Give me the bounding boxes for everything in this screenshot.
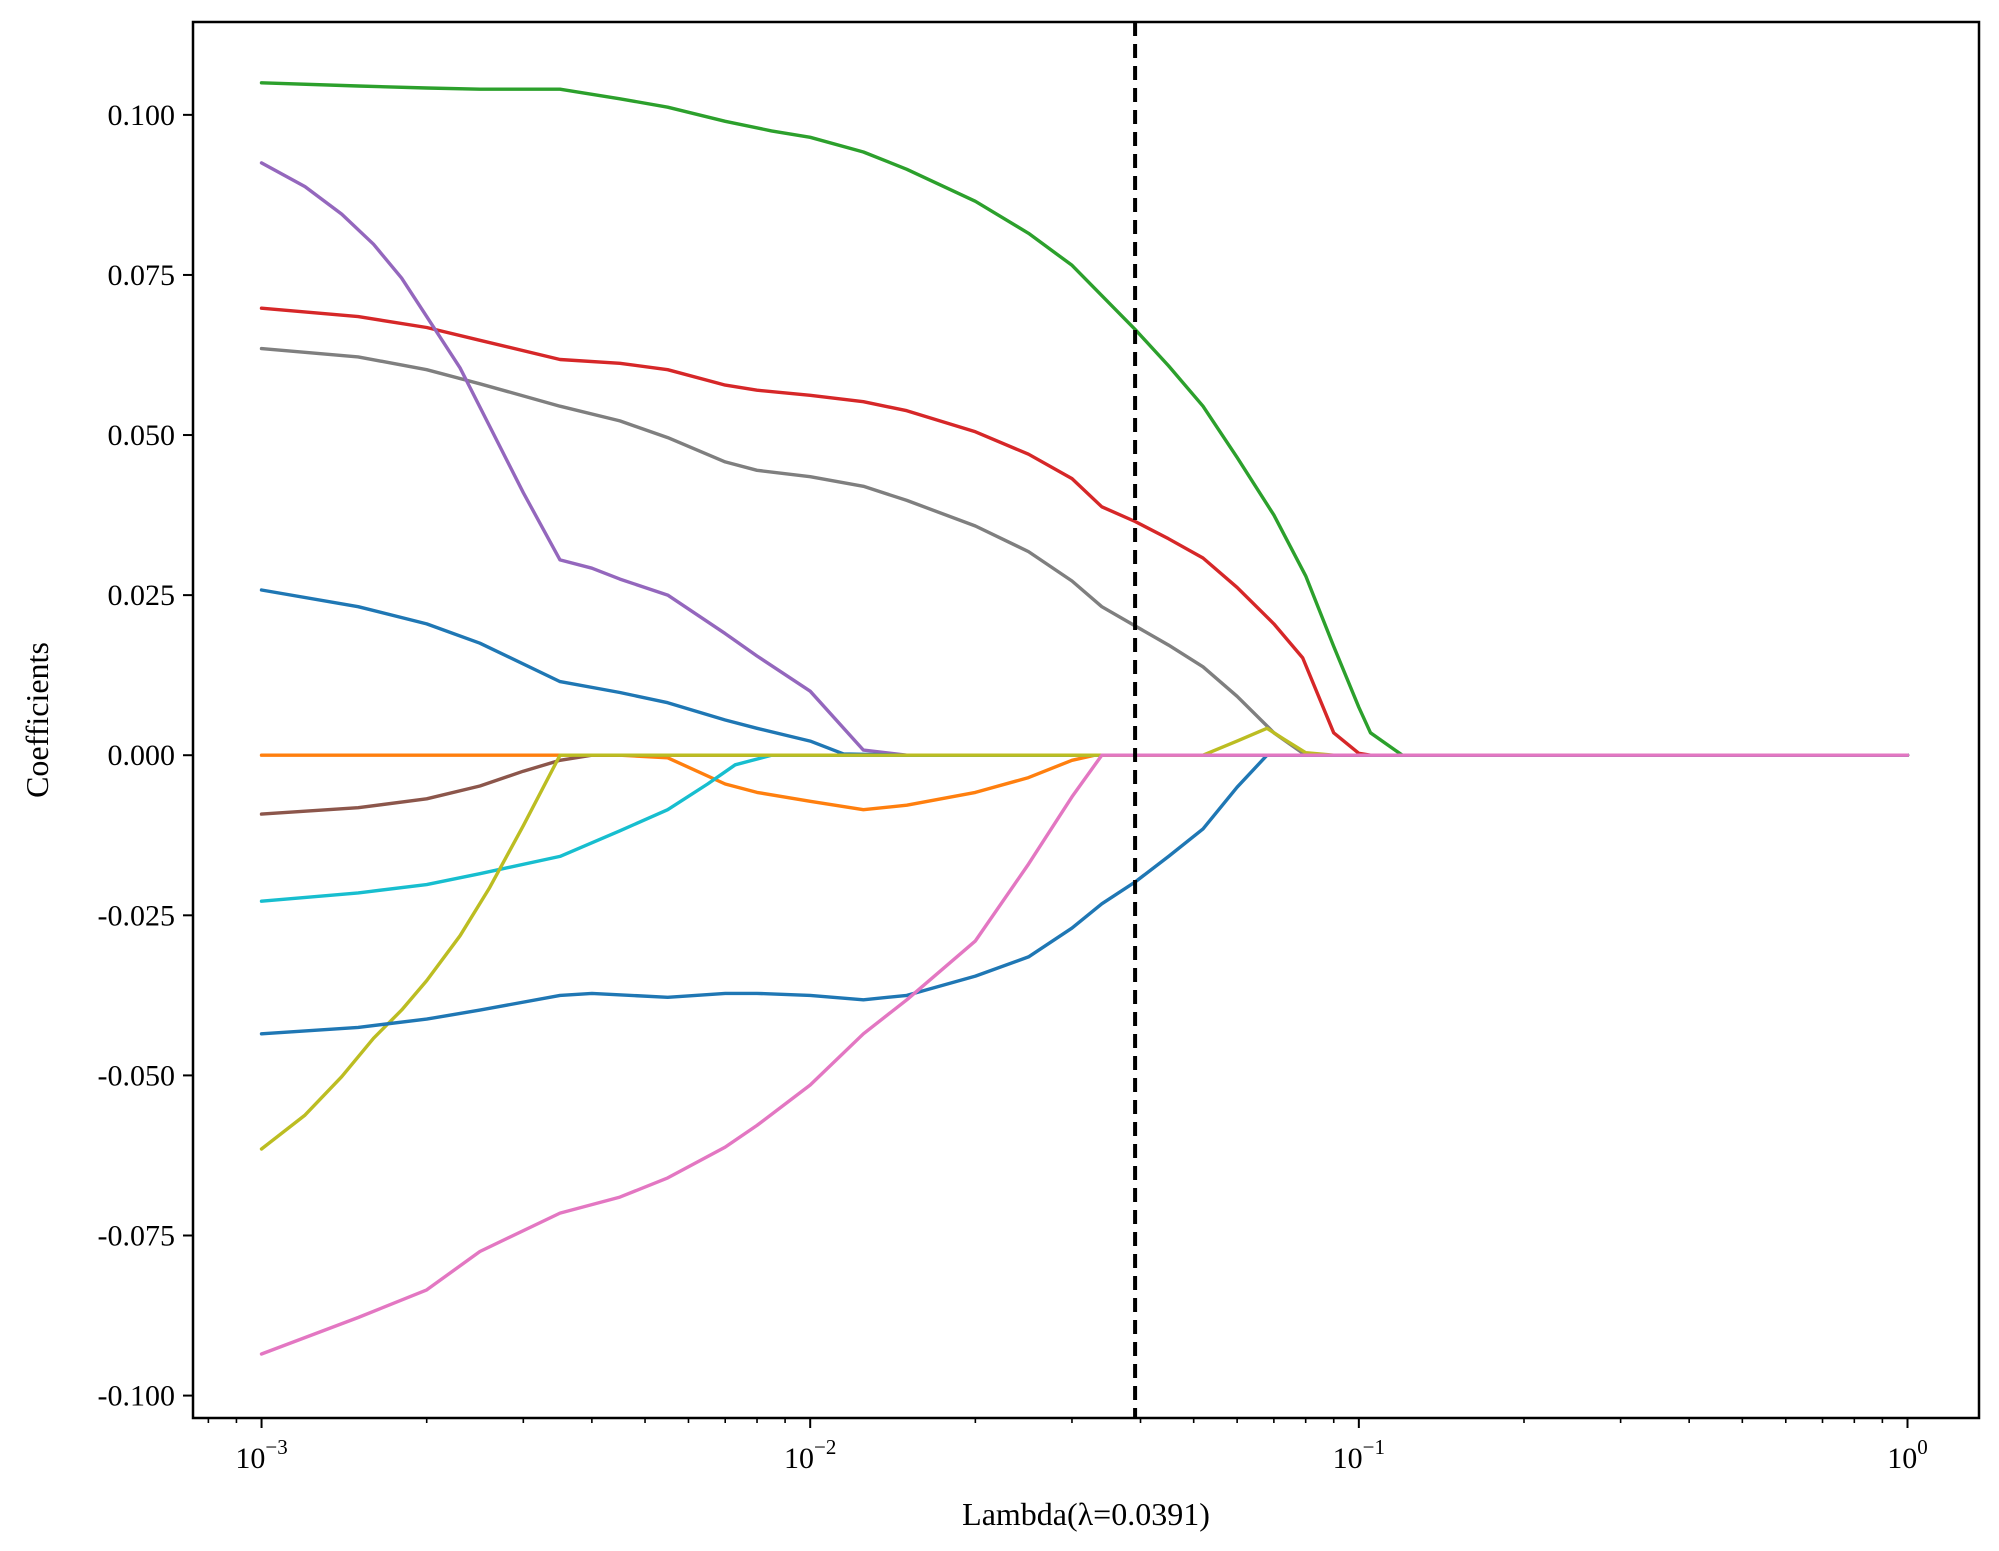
y-tick-label: 0.100 (108, 99, 176, 132)
series-line-9 (259, 726, 1910, 1151)
y-tick-label: -0.025 (98, 899, 176, 932)
y-tick-label: 0.050 (108, 419, 176, 452)
y-axis-label: Coefficients (19, 642, 55, 798)
x-axis-label: Lambda(λ=0.0391) (962, 1496, 1210, 1532)
series-line-11 (259, 753, 1910, 1356)
series-line-6 (259, 753, 1910, 812)
x-tick-label: 10−2 (784, 1435, 836, 1475)
y-tick-label: 0.000 (108, 739, 176, 772)
y-tick-label: 0.075 (108, 259, 176, 292)
series-line-4 (259, 161, 1910, 757)
series-line-1 (259, 81, 1910, 757)
series-lines (259, 81, 1910, 1356)
y-axis-ticks: 0.100 0.075 0.050 0.025 0.000 -0.025 -0.050 -0.… (98, 99, 193, 1413)
x-tick-label: 10−1 (1333, 1435, 1385, 1475)
series-line-8 (259, 753, 1910, 903)
series-line-3 (259, 346, 1910, 757)
x-axis-ticks: 10−3 10−2 10−1 100 (207, 1418, 1928, 1475)
series-line-10 (259, 753, 1910, 1036)
x-tick-label: 10−3 (235, 1435, 287, 1475)
y-tick-label: -0.050 (98, 1059, 176, 1092)
y-tick-label: -0.075 (98, 1219, 176, 1252)
y-tick-label: 0.025 (108, 579, 176, 612)
plot-frame (191, 20, 1981, 1420)
series-line-2 (259, 306, 1910, 757)
y-tick-label: -0.100 (98, 1380, 176, 1413)
x-tick-label: 100 (1887, 1435, 1928, 1475)
